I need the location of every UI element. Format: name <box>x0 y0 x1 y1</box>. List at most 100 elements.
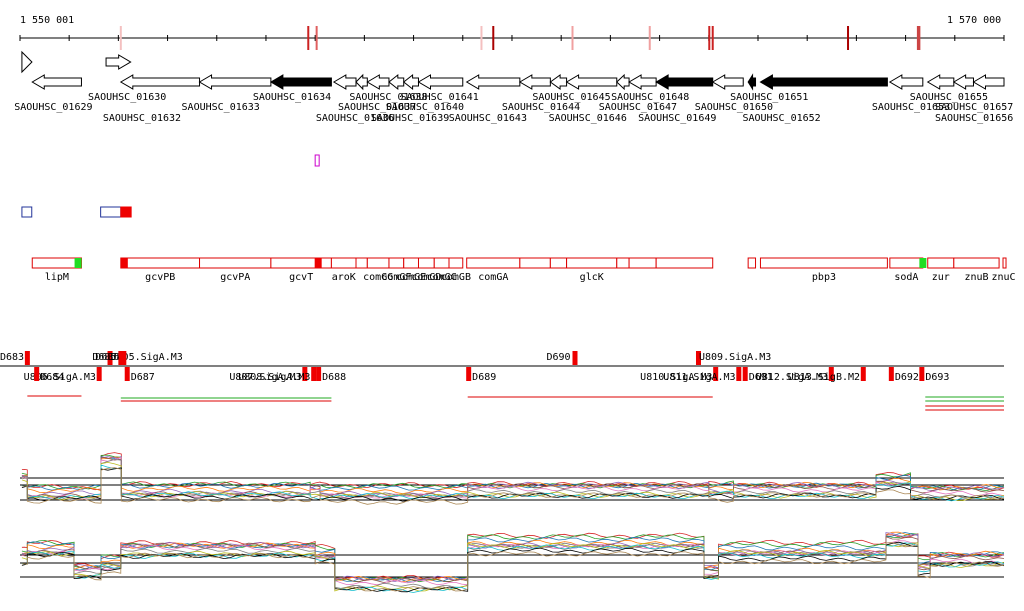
region-box <box>100 206 122 218</box>
gene-label: SAOUHSC_01645 <box>532 92 610 103</box>
named-gene-label: comGF <box>381 272 411 283</box>
transcription-mark <box>316 367 322 381</box>
transcription-label: D692 <box>895 372 919 383</box>
gene-label: SAOUHSC_01649 <box>638 113 716 124</box>
expression-series <box>21 456 1005 497</box>
gene-arrow <box>655 74 714 90</box>
named-gene-label: lipM <box>45 272 69 283</box>
gene-label: SAOUHSC_01634 <box>253 92 331 103</box>
transcription-mark <box>302 367 308 381</box>
transcription-mark <box>107 351 113 365</box>
transcription-mark <box>919 367 925 381</box>
transcription-label: U805.SigA.M3 <box>111 352 183 363</box>
gene-label: SAOUHSC_01644 <box>502 102 580 113</box>
transcription-mark <box>572 351 578 365</box>
expression-series <box>21 542 1005 592</box>
named-gene-label: comGE <box>396 272 426 283</box>
named-gene-box <box>747 257 757 269</box>
named-gene-box <box>889 257 924 269</box>
gene-arrow <box>972 74 1005 90</box>
gene-label: SAOUHSC_01656 <box>935 113 1013 124</box>
named-gene-box <box>628 257 657 269</box>
gene-label: SAOUHSC_01636 <box>316 113 394 124</box>
transcription-mark <box>96 367 102 381</box>
transcription-label: D690 <box>546 352 570 363</box>
expression-series <box>21 467 1005 505</box>
named-gene-marker <box>314 258 322 268</box>
transcription-mark <box>736 367 742 381</box>
transcription-label: D684 <box>40 372 64 383</box>
transcription-mark <box>828 367 834 381</box>
gene-arrow <box>31 74 82 90</box>
transcription-label: D693 <box>925 372 949 383</box>
named-gene-track: lipM gcvPB gcvPA gcvT aroK comGGcomGFcomGEcom… <box>31 257 1016 283</box>
transcription-label: D683 <box>0 352 24 363</box>
gene-arrow <box>465 74 521 90</box>
expression-series <box>21 532 1005 583</box>
transcription-mark <box>118 351 124 365</box>
named-gene-label: comGG <box>363 272 393 283</box>
named-gene-box <box>953 257 1000 269</box>
gene-label: SAOUHSC_01629 <box>14 102 92 113</box>
gene-label: SAOUHSC_01647 <box>599 102 677 113</box>
strand-marker <box>21 50 33 74</box>
transcription-mark <box>713 367 719 381</box>
gene-arrow <box>565 74 618 90</box>
transcription-label: U812.SigA.M3 <box>756 372 828 383</box>
transcription-mark <box>311 367 317 381</box>
expression-series <box>21 533 1005 583</box>
region-box-track <box>21 206 132 218</box>
gene-label: SAOUHSC_01650 <box>695 102 773 113</box>
gene-label: SAOUHSC_01630 <box>88 92 166 103</box>
gene-label: SAOUHSC_01651 <box>730 92 808 103</box>
named-gene-box <box>466 257 521 269</box>
gene-arrow <box>332 74 357 90</box>
transcription-mark <box>124 367 130 381</box>
named-gene-box <box>1002 257 1007 269</box>
named-gene-label: aroK <box>332 272 356 283</box>
transcription-mark <box>121 351 127 365</box>
named-gene-box <box>120 257 201 269</box>
transcription-label: D687 <box>131 372 155 383</box>
gene-label: SAOUHSC_01637 <box>338 102 416 113</box>
named-gene-label: comGB <box>441 272 471 283</box>
named-gene-box <box>448 257 464 269</box>
named-gene-box <box>759 257 888 269</box>
transcription-mark <box>860 367 866 381</box>
gene-label: SAOUHSC_01632 <box>103 113 181 124</box>
ruler-start-label: 1 550 001 <box>20 15 74 26</box>
transcription-label: D691 <box>749 372 773 383</box>
expression-series <box>21 467 1005 502</box>
expression-series <box>21 452 1005 491</box>
transcription-mark <box>888 367 894 381</box>
expression-panel-upper <box>20 452 1005 505</box>
gene-arrow <box>366 74 390 90</box>
transcription-label: U811.SigA.M3 <box>663 372 735 383</box>
named-gene-box <box>366 257 390 269</box>
gene-label: SAOUHSC_01641 <box>400 92 478 103</box>
gene-arrow <box>888 74 924 90</box>
gene-arrow <box>711 74 744 90</box>
gene-arrow <box>952 74 974 90</box>
named-gene-box <box>519 257 551 269</box>
gene-label: SAOUHSC_01639 <box>371 113 449 124</box>
named-gene-box <box>433 257 450 269</box>
feature-track <box>314 154 320 167</box>
named-gene-box <box>566 257 618 269</box>
named-gene-label: gcvT <box>289 272 313 283</box>
gene-label: SAOUHSC_01657 <box>935 102 1013 113</box>
gene-arrow <box>402 73 419 91</box>
transcription-label: U808.SigA.M3 <box>238 372 310 383</box>
gene-label: SAOUHSC_01643 <box>449 113 527 124</box>
named-gene-label: gcvPA <box>220 272 250 283</box>
expression-series <box>21 542 1005 592</box>
gene-label: SAOUHSC_01653 <box>872 102 950 113</box>
named-gene-box <box>330 257 357 269</box>
named-gene-box <box>270 257 332 269</box>
transcription-mark <box>34 367 40 381</box>
named-gene-label: zur <box>932 272 950 283</box>
gene-arrow <box>269 74 332 90</box>
